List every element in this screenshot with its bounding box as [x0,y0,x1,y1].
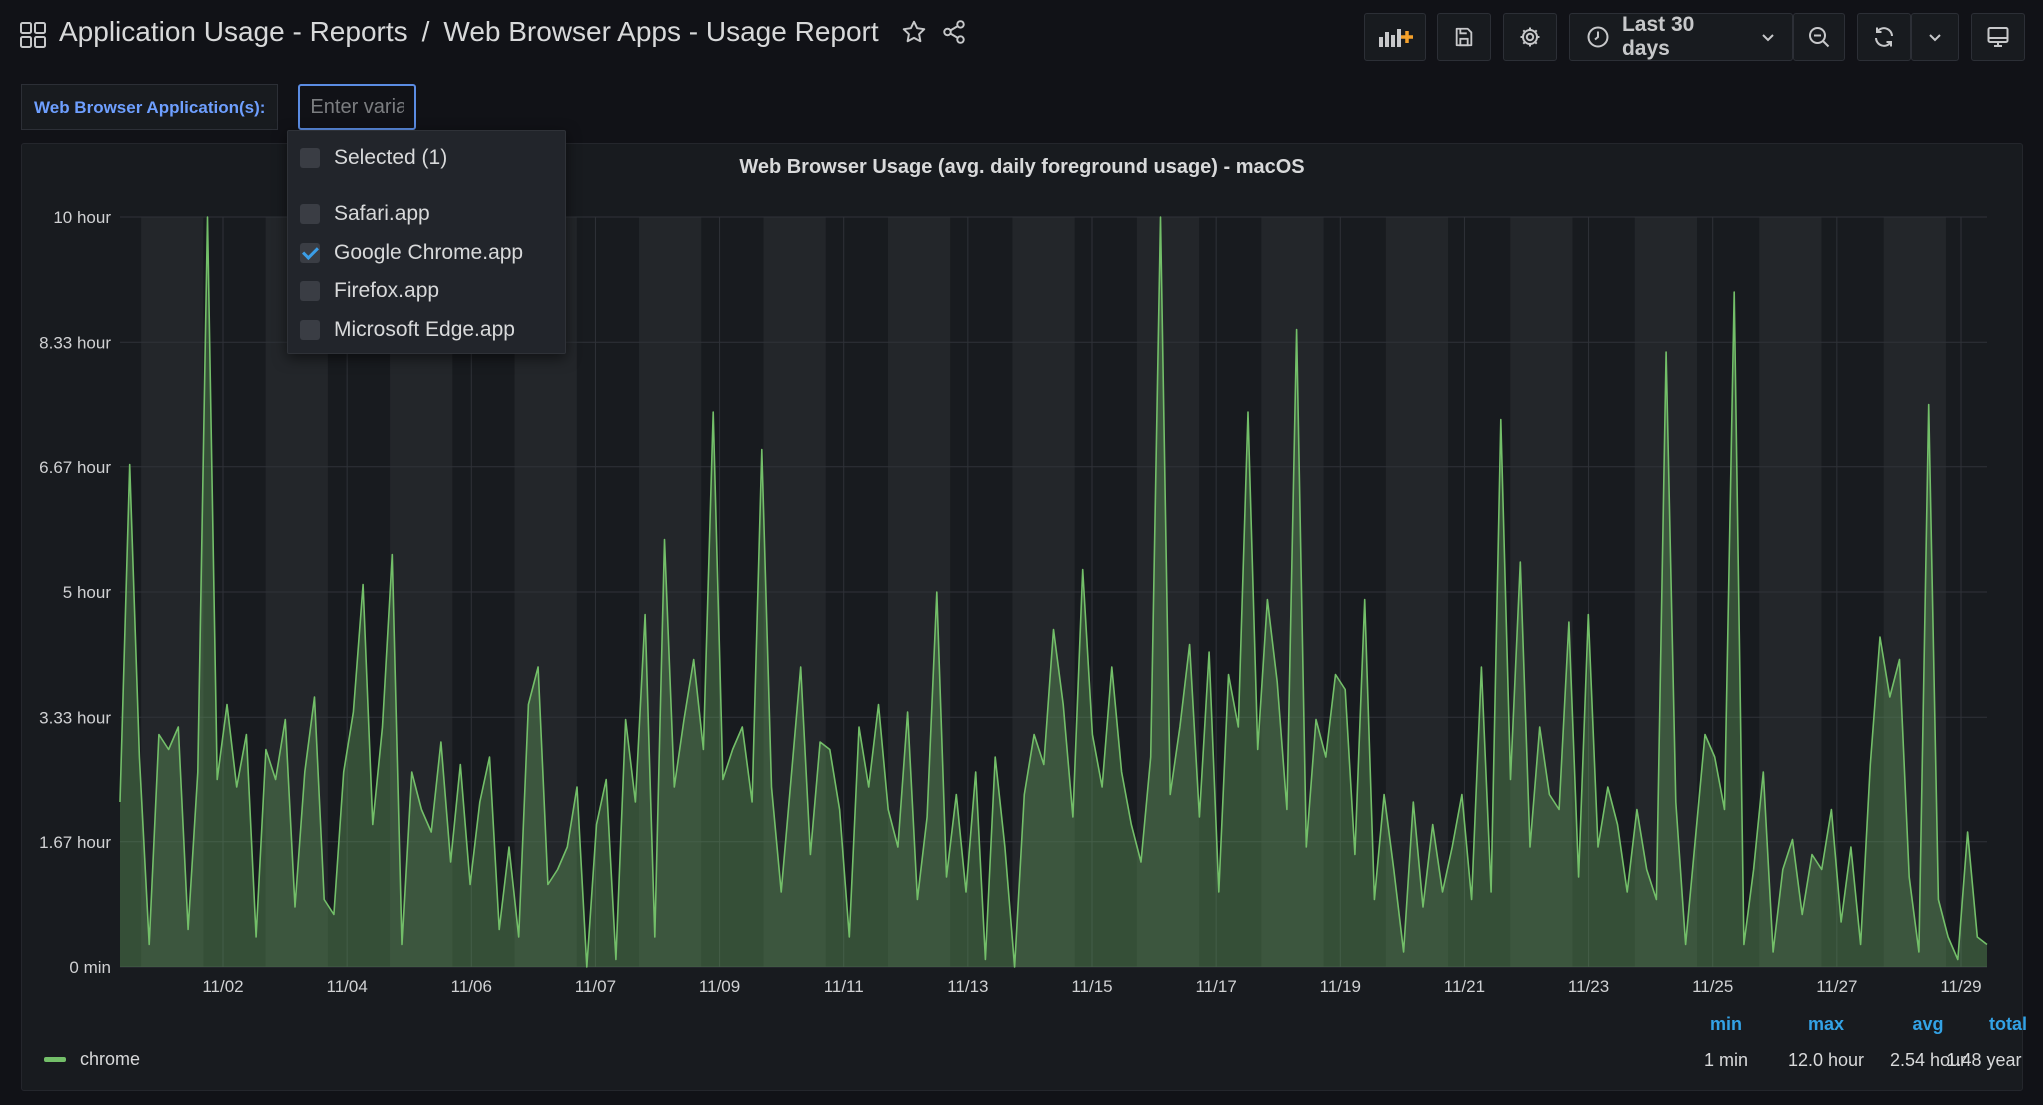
chevron-down-icon [1762,34,1774,42]
add-panel-button[interactable] [1364,13,1426,61]
option-label: Firefox.app [334,279,440,302]
gear-icon [1520,27,1540,47]
breadcrumb: Application Usage - Reports / Web Browse… [59,16,969,48]
dashboard-title[interactable]: Web Browser Apps - Usage Report [443,16,879,47]
y-tick-label: 10 hour [53,208,111,227]
x-tick-label: 11/23 [1568,977,1609,996]
time-range-picker[interactable]: Last 30 days [1569,13,1793,61]
share-icon[interactable] [939,17,969,47]
x-tick-label: 11/21 [1444,977,1485,996]
stat-header-max[interactable]: max [1807,1014,1845,1034]
y-tick-label: 5 hour [63,583,112,602]
checkbox[interactable] [300,148,320,168]
checkbox[interactable] [300,281,320,301]
selected-toggle-option[interactable]: Selected (1) [300,146,447,170]
option-firefox[interactable]: Firefox.app [300,279,439,303]
breadcrumb-separator: / [421,16,430,47]
time-range-label: Last 30 days [1621,13,1695,60]
x-tick-label: 11/15 [1071,977,1112,996]
legend-series-name[interactable]: chrome [80,1049,141,1069]
x-tick-label: 11/19 [1320,977,1361,996]
stat-value-min: 1 min [1703,1050,1749,1070]
refresh-icon [1875,27,1893,47]
view-mode-button[interactable] [1971,13,2025,61]
series-line-chrome [119,216,1988,968]
y-tick-label: 0 min [69,958,111,977]
template-variable-row: Web Browser Application(s): [21,84,417,130]
variable-search-input[interactable] [298,84,417,130]
stat-value-total: 1.48 year [1946,1050,2022,1070]
dashboard-settings-button[interactable] [1503,13,1557,61]
stat-header-total[interactable]: total [1989,1014,2027,1034]
checkbox[interactable] [300,320,320,340]
y-tick-label: 6.67 hour [39,458,111,477]
x-tick-label: 11/06 [451,977,492,996]
option-google-chrome[interactable]: Google Chrome.app [300,241,523,265]
star-icon[interactable] [899,17,929,47]
series-color-swatch[interactable] [44,1057,66,1062]
variable-options-dropdown: Selected (1) Safari.app Google Chrome.ap… [287,130,566,354]
clock-icon [1587,26,1609,48]
panel-title[interactable]: Web Browser Usage (avg. daily foreground… [739,156,1305,178]
option-label: Safari.app [334,202,430,225]
x-tick-label: 11/17 [1196,977,1237,996]
option-label: Google Chrome.app [334,241,524,264]
x-tick-label: 11/29 [1940,977,1981,996]
save-dashboard-button[interactable] [1437,13,1491,61]
legend: chrome [44,1049,140,1070]
option-label: Microsoft Edge.app [334,318,515,341]
add-panel-icon [1379,29,1413,47]
stat-value-avg: 2.54 hour [1889,1050,1967,1070]
x-tick-label: 11/02 [202,977,243,996]
checkbox[interactable] [300,204,320,224]
x-tick-label: 11/13 [947,977,988,996]
zoom-out-button[interactable] [1793,13,1845,61]
option-microsoft-edge[interactable]: Microsoft Edge.app [300,318,515,342]
x-tick-label: 11/09 [699,977,740,996]
refresh-button[interactable] [1857,13,1911,61]
variable-label: Web Browser Application(s): [21,84,279,130]
top-navbar: Application Usage - Reports / Web Browse… [0,0,2043,72]
save-icon [1455,27,1473,47]
checkbox-checked[interactable] [300,243,320,263]
y-tick-label: 8.33 hour [39,333,111,352]
x-tick-label: 11/07 [575,977,616,996]
option-safari[interactable]: Safari.app [300,202,430,226]
refresh-interval-dropdown[interactable] [1911,13,1959,61]
stat-value-max: 12.0 hour [1787,1050,1865,1070]
x-tick-label: 11/11 [824,977,864,996]
x-tick-label: 11/27 [1816,977,1857,996]
x-tick-label: 11/25 [1692,977,1733,996]
zoom-out-icon [1809,27,1830,48]
x-tick-label: 11/04 [327,977,368,996]
stat-header-avg[interactable]: avg [1912,1014,1944,1034]
chevron-down-icon [1929,34,1941,42]
y-tick-label: 1.67 hour [39,833,111,852]
monitor-icon [1987,27,2009,47]
stat-header-min[interactable]: min [1709,1014,1743,1034]
breadcrumb-folder-link[interactable]: Application Usage - Reports [59,16,408,47]
series-area-chrome [120,217,1987,967]
selected-count-label: Selected (1) [334,146,448,169]
dashboards-grid-icon[interactable] [20,22,46,48]
chart-panel: Web Browser Usage (avg. daily foreground… [21,143,2027,1091]
y-tick-label: 3.33 hour [39,708,111,727]
